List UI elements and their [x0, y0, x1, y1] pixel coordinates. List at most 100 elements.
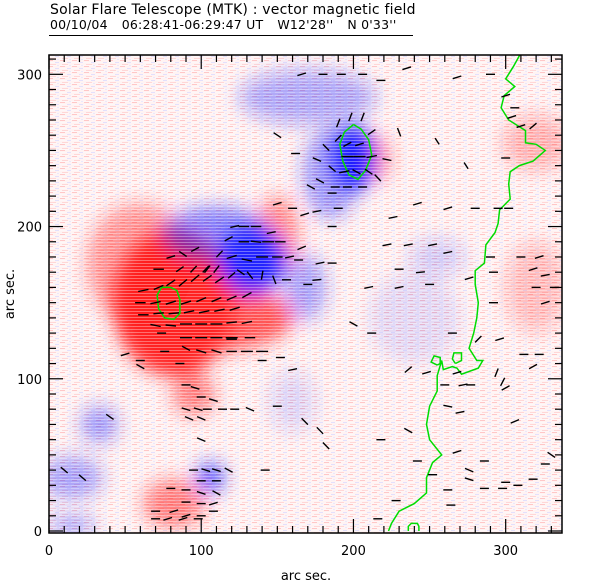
field-vector: [343, 141, 352, 148]
field-vector: [211, 468, 221, 473]
field-vector: [452, 449, 462, 454]
field-vector: [374, 174, 382, 182]
field-vector: [190, 246, 200, 253]
field-vector: [443, 250, 453, 254]
contour-small-loop-a: [451, 352, 463, 365]
y-tick-label: 0: [34, 525, 42, 540]
field-vector: [312, 278, 322, 281]
field-vector: [452, 75, 462, 80]
field-vector: [306, 184, 316, 190]
field-vector: [349, 321, 358, 327]
field-vector: [212, 490, 221, 496]
field-vector: [339, 170, 350, 174]
field-vectors: [60, 66, 559, 521]
field-vector: [316, 426, 324, 435]
contour-positive-core: [156, 286, 181, 321]
field-vector: [229, 306, 240, 311]
field-vector: [328, 165, 337, 173]
field-vector: [322, 143, 330, 152]
field-vector: [211, 296, 222, 303]
field-vector: [190, 274, 200, 283]
contour-small-loop-b: [430, 355, 441, 366]
field-vector: [178, 278, 188, 287]
field-vector: [246, 271, 254, 280]
field-vector: [272, 201, 282, 206]
field-vector: [540, 300, 550, 305]
x-axis-title: arc sec.: [281, 569, 331, 584]
field-vector: [272, 275, 277, 285]
field-vector: [474, 335, 482, 343]
field-vector: [202, 265, 210, 273]
field-vector: [213, 265, 220, 274]
field-vector: [196, 490, 206, 495]
field-vector: [335, 118, 341, 128]
chart-title: Solar Flare Telescope (MTK) : vector mag…: [50, 2, 416, 18]
field-vector: [120, 352, 130, 357]
field-vector: [138, 288, 149, 293]
field-vector: [184, 415, 194, 421]
field-vector: [178, 516, 188, 521]
field-vector: [404, 366, 413, 374]
field-vector: [150, 323, 161, 328]
field-vector: [415, 271, 425, 274]
field-vector: [297, 72, 307, 77]
field-vector: [178, 250, 188, 258]
y-tick-label: 100: [17, 373, 42, 388]
field-vector: [196, 415, 206, 421]
field-vector: [224, 467, 233, 473]
field-vector: [396, 127, 402, 137]
field-vector: [458, 383, 468, 387]
field-vector: [367, 129, 376, 136]
chart-subtitle: 00/10/04 06:28:41-06:29:47 UT W12'28'' N 0'…: [50, 17, 411, 32]
field-vector: [183, 310, 195, 314]
x-tick-label: 200: [341, 544, 366, 559]
contour-negative-core: [339, 123, 373, 181]
field-vector: [312, 209, 322, 213]
field-vector: [166, 255, 176, 259]
field-vector: [226, 254, 237, 260]
field-vector: [297, 245, 307, 251]
field-vector: [528, 267, 538, 272]
field-vector: [364, 285, 374, 289]
field-vector: [540, 273, 550, 277]
field-vector: [463, 162, 469, 170]
observation-time-range: 06:28:41-06:29:47 UT: [121, 17, 264, 32]
field-vector: [528, 363, 538, 370]
field-vector: [168, 312, 180, 315]
field-vector: [443, 404, 453, 408]
contours: [156, 55, 547, 532]
field-vector: [501, 93, 511, 98]
field-vector: [428, 243, 438, 247]
field-vector: [443, 206, 453, 211]
field-vector: [241, 320, 253, 325]
field-vector: [501, 385, 510, 391]
field-vector: [214, 308, 225, 312]
field-vector: [534, 255, 544, 259]
field-vector: [250, 240, 262, 243]
field-vector: [195, 349, 207, 354]
field-vector: [181, 345, 191, 352]
field-vector: [315, 261, 325, 265]
field-vector: [226, 321, 237, 324]
field-vector: [196, 296, 207, 303]
field-vector: [464, 477, 474, 482]
y-tick-label: 300: [17, 68, 42, 83]
field-vector: [150, 300, 161, 305]
field-vector: [153, 284, 164, 291]
x-tick-label: 0: [45, 544, 53, 559]
field-vector: [203, 265, 211, 274]
field-vector: [499, 377, 506, 387]
field-vector: [180, 300, 192, 305]
field-vector: [260, 270, 264, 280]
field-vector: [529, 122, 537, 130]
field-vector: [403, 243, 413, 247]
plot-frame: [48, 54, 563, 534]
field-vector: [226, 295, 237, 301]
field-vector: [364, 168, 373, 175]
axes: 0 100 200 300 0 100 200 300: [17, 54, 563, 559]
field-vector: [165, 324, 177, 327]
field-vector: [322, 442, 330, 450]
x-tick-label: 100: [189, 544, 214, 559]
field-vector: [208, 398, 218, 403]
field-vector: [510, 418, 520, 424]
